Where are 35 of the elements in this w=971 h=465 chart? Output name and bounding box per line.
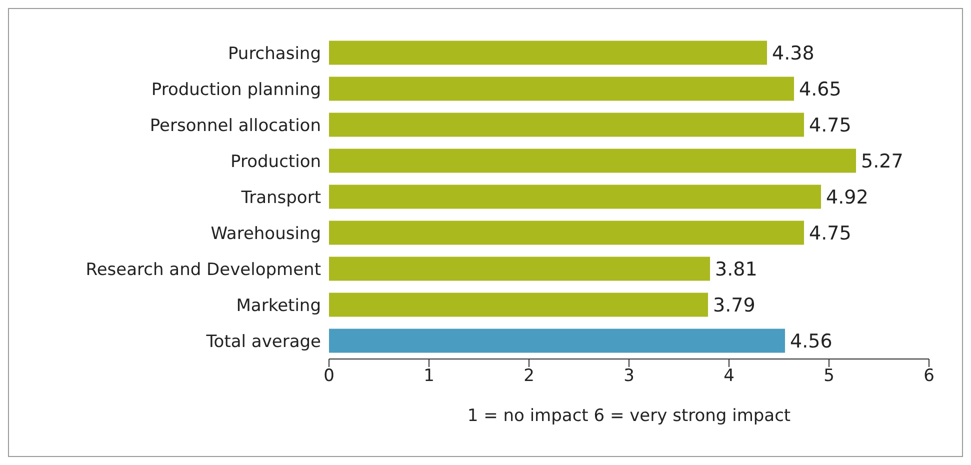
bar bbox=[329, 148, 856, 173]
bar bbox=[329, 328, 785, 353]
data-label: 3.81 bbox=[715, 258, 758, 281]
data-label: 3.79 bbox=[713, 294, 756, 317]
data-label: 4.75 bbox=[809, 114, 852, 137]
data-label: 4.65 bbox=[799, 78, 842, 101]
x-tick-label: 6 bbox=[924, 366, 934, 386]
bar bbox=[329, 292, 708, 317]
y-tick-label: Total average bbox=[205, 332, 321, 352]
bar bbox=[329, 76, 794, 101]
x-tick-label: 5 bbox=[824, 366, 834, 386]
bar bbox=[329, 220, 804, 245]
data-label: 4.38 bbox=[772, 42, 814, 65]
bar bbox=[329, 112, 804, 137]
data-label: 4.56 bbox=[790, 330, 832, 353]
y-tick-label: Personnel allocation bbox=[150, 116, 321, 136]
y-tick-label: Transport bbox=[240, 188, 322, 208]
bar bbox=[329, 256, 710, 281]
y-tick-label: Warehousing bbox=[210, 224, 321, 244]
x-tick-label: 0 bbox=[324, 366, 334, 386]
bar bbox=[329, 184, 821, 209]
data-label: 5.27 bbox=[861, 150, 904, 173]
x-tick-label: 4 bbox=[724, 366, 734, 386]
data-label: 4.92 bbox=[826, 186, 868, 209]
data-label: 4.75 bbox=[809, 222, 852, 245]
y-tick-label: Production planning bbox=[151, 80, 321, 100]
y-tick-label: Marketing bbox=[236, 296, 321, 316]
y-tick-label: Production bbox=[230, 152, 321, 172]
y-tick-label: Research and Development bbox=[86, 260, 322, 280]
x-tick-label: 2 bbox=[524, 366, 534, 386]
bar bbox=[329, 40, 767, 65]
x-axis-title: 1 = no impact 6 = very strong impact bbox=[467, 406, 791, 426]
x-tick-label: 3 bbox=[624, 366, 634, 386]
y-tick-label: Purchasing bbox=[228, 44, 321, 64]
x-tick-label: 1 bbox=[424, 366, 434, 386]
